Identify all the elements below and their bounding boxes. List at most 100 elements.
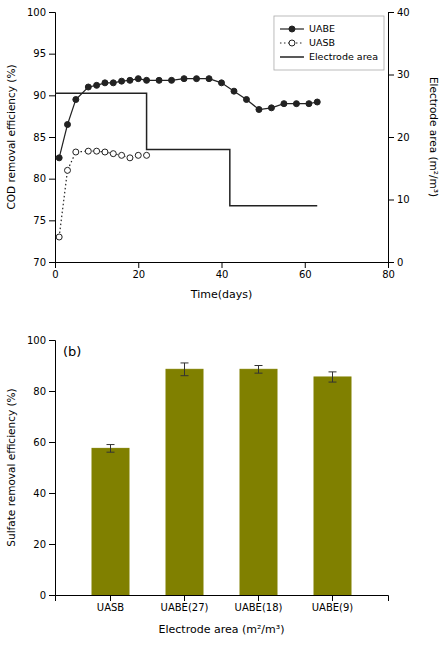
point	[306, 101, 312, 107]
axis-line	[389, 13, 395, 263]
x-axis-title: Electrode area (m²/m³)	[159, 623, 285, 636]
tick: 80	[33, 386, 55, 397]
point	[135, 76, 141, 82]
legend-marker	[289, 26, 295, 32]
tick-label: 60	[33, 437, 46, 448]
point	[219, 80, 225, 86]
point	[110, 151, 116, 157]
tick-label: UASB	[97, 602, 125, 613]
tick: 30	[388, 69, 410, 80]
point	[102, 149, 108, 155]
error-bar-cap	[329, 371, 337, 372]
point	[119, 152, 125, 158]
axis: 0 20 40 60 80	[52, 262, 395, 280]
point	[169, 77, 175, 83]
tick-label: 95	[33, 48, 46, 59]
plot-area	[55, 76, 320, 240]
tick: 90	[33, 90, 55, 101]
error-bar	[329, 372, 337, 382]
point	[56, 234, 62, 240]
tick-mark	[332, 595, 333, 601]
series-line	[59, 151, 146, 237]
point	[110, 80, 116, 86]
panel: 020406080707580859095100010203040Time(da…	[5, 7, 440, 301]
tick-label: 40	[397, 7, 410, 18]
point	[181, 76, 187, 82]
legend-item: UABE	[280, 23, 335, 34]
point	[102, 80, 108, 86]
legend-swatch	[280, 56, 304, 58]
legend-label: UABE	[309, 23, 335, 34]
point	[194, 76, 200, 82]
error-bar-stem	[332, 372, 333, 382]
tick-mark	[49, 391, 55, 392]
tick: 95	[33, 48, 55, 59]
point	[127, 155, 133, 161]
point	[64, 167, 70, 173]
tick: 100	[27, 335, 55, 346]
legend-box	[274, 16, 384, 70]
error-bar-cap	[107, 452, 115, 453]
legend-item: Electrode area	[280, 51, 378, 62]
tick: 20	[33, 539, 55, 550]
tick-label: 60	[299, 269, 312, 280]
tick-label: 80	[33, 173, 46, 184]
tick: 40	[388, 7, 410, 18]
tick: 60	[299, 262, 312, 280]
tick-label: UABE(27)	[161, 602, 209, 613]
tick-mark	[49, 12, 55, 13]
tick: 20	[388, 132, 410, 143]
axis-line	[49, 341, 56, 596]
legend-label: UASB	[309, 37, 335, 48]
tick-mark	[222, 262, 223, 268]
error-bar-cap	[255, 373, 263, 374]
tick-mark	[49, 179, 55, 180]
tick-mark	[258, 595, 259, 601]
tick-mark	[49, 442, 55, 443]
axis-line	[49, 13, 56, 263]
axis: 010203040	[388, 7, 410, 268]
y2-axis-title: Electrode area (m²/m³)	[428, 77, 440, 197]
point	[243, 97, 249, 103]
point	[144, 77, 150, 83]
tick-label: 10	[397, 194, 410, 205]
error-bar-cap	[107, 444, 115, 445]
tick-mark	[388, 262, 394, 263]
legend-marker	[289, 40, 295, 46]
point	[293, 101, 299, 107]
tick-mark	[184, 595, 185, 601]
chart-root: 020406080707580859095100010203040Time(da…	[0, 0, 443, 663]
tick: 40	[216, 262, 229, 280]
point	[314, 99, 320, 105]
legend-item: UASB	[280, 37, 335, 48]
tick-mark	[49, 493, 55, 494]
tick: UABE(18)	[235, 595, 283, 613]
tick-mark	[49, 262, 55, 263]
error-bar-cap	[329, 382, 337, 383]
panel: UASBUABE(27)UABE(18)UABE(9)020406080100E…	[5, 335, 389, 636]
legend: UABE UASB Electrode area	[274, 16, 384, 70]
point	[156, 77, 162, 83]
bar	[314, 377, 351, 595]
point	[127, 77, 133, 83]
tick: UASB	[97, 595, 125, 613]
tick-label: 75	[33, 215, 46, 226]
point	[85, 84, 91, 90]
point	[94, 82, 100, 88]
tick-label: 20	[132, 269, 145, 280]
tick: 100	[27, 7, 55, 18]
tick: 0	[52, 262, 58, 280]
tick-mark	[388, 200, 394, 201]
bar	[166, 369, 203, 595]
panel-label: (b)	[63, 344, 81, 359]
x-axis-title: Time(days)	[190, 288, 252, 301]
point	[56, 155, 62, 161]
axis: 707580859095100	[27, 7, 56, 268]
tick-label: UABE(9)	[312, 602, 354, 613]
tick: 20	[132, 262, 145, 280]
tick: 85	[33, 132, 55, 143]
point	[206, 76, 212, 82]
tick-label: 80	[382, 269, 395, 280]
tick-label: 85	[33, 132, 46, 143]
point	[281, 101, 287, 107]
